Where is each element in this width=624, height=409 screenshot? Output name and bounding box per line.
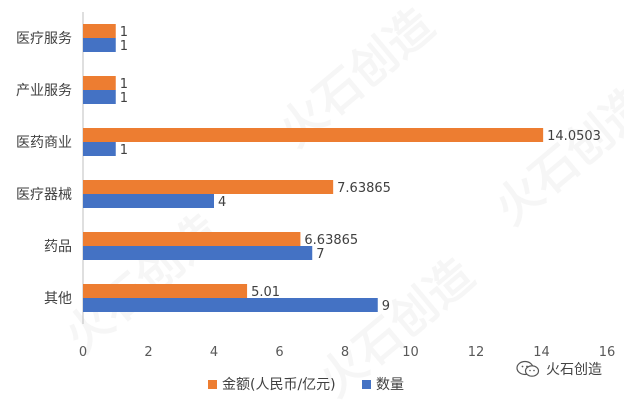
credit-text: 火石创造 (546, 362, 602, 378)
data-label-count: 1 (120, 91, 128, 106)
bar-count (83, 194, 214, 208)
x-tick-label: 10 (402, 345, 419, 360)
x-tick-label: 14 (533, 345, 550, 360)
legend-swatch (362, 380, 371, 389)
category-label: 药品 (44, 239, 72, 255)
credit: 火石创造 (516, 359, 602, 379)
data-label-amount: 14.0503 (547, 129, 601, 144)
bar-amount (83, 24, 116, 38)
bar-count (83, 298, 378, 312)
bar-count (83, 246, 313, 260)
legend-label: 数量 (376, 377, 404, 393)
legend-label: 金额(人民币/亿元) (222, 377, 336, 393)
category-label: 医疗器械 (16, 187, 72, 203)
data-label-amount: 1 (120, 77, 128, 92)
category-label: 产业服务 (16, 83, 72, 99)
data-label-count: 1 (120, 143, 128, 158)
bar-count (83, 90, 116, 104)
x-tick-label: 12 (468, 345, 485, 360)
bar-amount (83, 76, 116, 90)
category-label: 医疗服务 (16, 31, 72, 47)
data-label-amount: 1 (120, 25, 128, 40)
legend-swatch (208, 380, 217, 389)
x-tick-label: 8 (341, 345, 349, 360)
bar-amount (83, 128, 544, 142)
bar-amount (83, 180, 334, 194)
x-tick-label: 4 (210, 345, 218, 360)
bar-count (83, 38, 116, 52)
x-tick-label: 0 (79, 345, 87, 360)
x-tick-label: 6 (275, 345, 283, 360)
category-label: 医药商业 (16, 135, 72, 151)
data-label-amount: 7.63865 (337, 181, 391, 196)
category-label: 其他 (44, 291, 72, 307)
data-label-amount: 5.01 (251, 285, 280, 300)
bar-amount (83, 232, 301, 246)
bar-count (83, 142, 116, 156)
data-label-count: 4 (218, 195, 226, 210)
data-label-count: 7 (316, 247, 324, 262)
x-tick-label: 16 (599, 345, 616, 360)
wechat-icon (516, 360, 540, 377)
bar-amount (83, 284, 248, 298)
data-label-amount: 6.63865 (304, 233, 358, 248)
data-label-count: 1 (120, 39, 128, 54)
x-tick-label: 2 (144, 345, 152, 360)
data-label-count: 9 (382, 299, 390, 314)
